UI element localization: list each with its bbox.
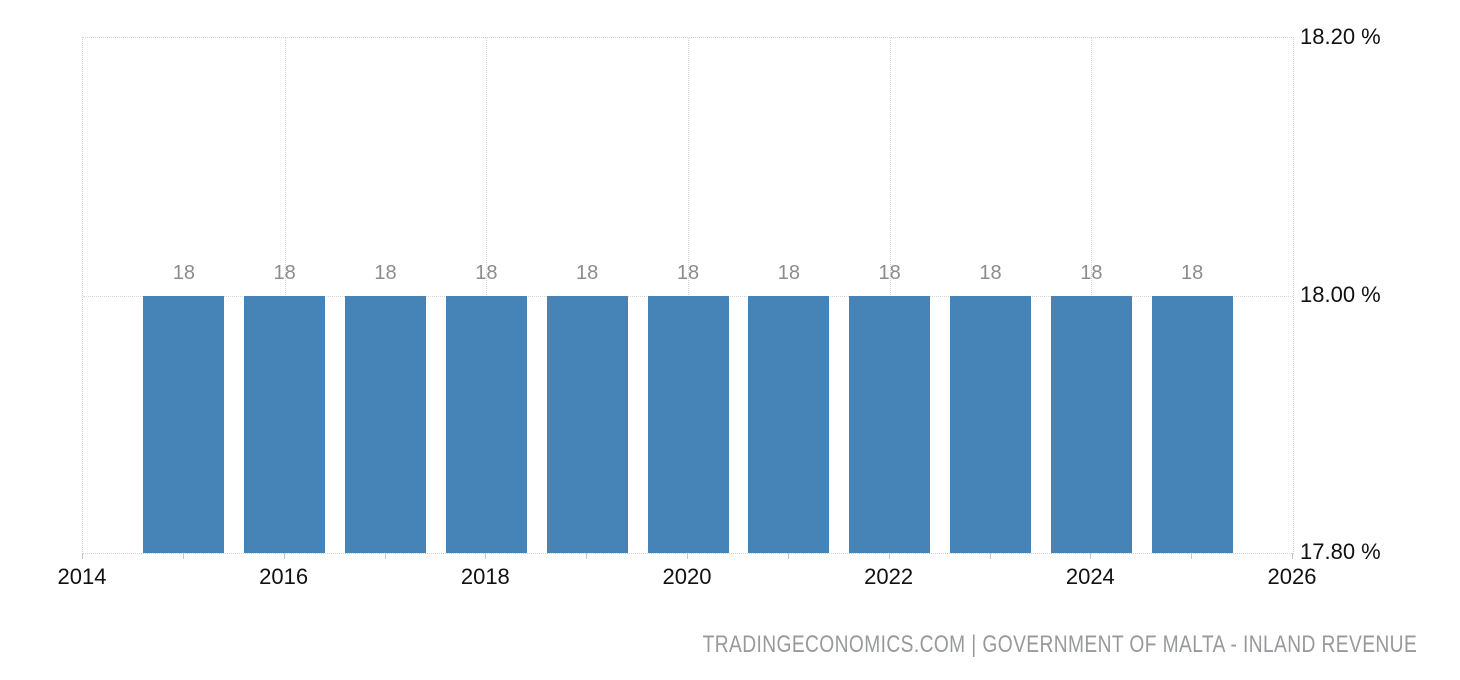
x-axis-tick-2016 [283, 553, 285, 559]
bar-value-label-2018: 18 [475, 261, 498, 284]
bar-2016[interactable] [244, 295, 326, 553]
bar-2025[interactable] [1151, 295, 1233, 553]
x-axis-tick-2025 [1191, 553, 1193, 559]
bar-2015[interactable] [143, 295, 225, 553]
bar-value-label-2015: 18 [172, 261, 195, 284]
bar-2021[interactable] [748, 295, 830, 553]
x-axis-tick-2020 [687, 553, 688, 559]
x-axis-tick-2024 [1090, 553, 1092, 559]
x-axis-tick-2015 [182, 553, 184, 559]
bar-2022[interactable] [849, 295, 931, 553]
x-axis-label-2022: 2022 [864, 564, 914, 589]
bar-value-label-2017: 18 [374, 261, 397, 284]
bar-2018[interactable] [445, 295, 527, 553]
bar-value-label-2016: 18 [273, 261, 296, 284]
x-axis-tick-2019 [586, 553, 588, 559]
y-axis-label-18.00%: 18.00 % [1300, 281, 1381, 307]
bar-value-label-2021: 18 [777, 261, 800, 284]
x-axis-tick-2014 [82, 553, 83, 559]
bar-value-label-2022: 18 [878, 261, 901, 284]
x-axis-tick-2017 [384, 553, 386, 559]
bar-2020[interactable] [647, 295, 729, 553]
x-axis-label-2024: 2024 [1065, 564, 1115, 589]
y-axis-label-17.80%: 17.80 % [1300, 539, 1381, 564]
x-axis-label-2016: 2016 [259, 564, 309, 589]
y-axis-label-18.20%: 18.20 % [1300, 24, 1381, 49]
x-axis-label-2020: 2020 [662, 564, 712, 589]
x-axis-tick-2023 [989, 553, 991, 559]
x-axis-tick-2021 [787, 553, 789, 559]
bar-value-label-2019: 18 [576, 261, 599, 284]
bar-value-label-2020: 18 [676, 261, 700, 284]
bar-value-label-2023: 18 [979, 261, 1002, 284]
plot-area[interactable]: 18 18 18 18 18 18 18 18 18 18 18 [82, 37, 1294, 554]
x-axis-label-2026: 2026 [1267, 564, 1317, 589]
x-axis-tick-2026 [1292, 553, 1293, 559]
source-attribution: TRADINGECONOMICS.COM | GOVERNMENT OF MAL… [702, 631, 1417, 658]
bar-2024[interactable] [1050, 295, 1132, 553]
x-axis-label-2018: 2018 [460, 564, 510, 589]
x-axis-tick-2022 [888, 553, 890, 559]
bar-value-label-2025: 18 [1181, 261, 1204, 284]
bar-2019[interactable] [546, 295, 628, 553]
x-axis-tick-2018 [485, 553, 487, 559]
x-axis-label-2014: 2014 [57, 564, 107, 589]
bar-2023[interactable] [950, 295, 1031, 553]
bar-value-label-2024: 18 [1080, 261, 1103, 284]
bar-2017[interactable] [345, 295, 426, 553]
